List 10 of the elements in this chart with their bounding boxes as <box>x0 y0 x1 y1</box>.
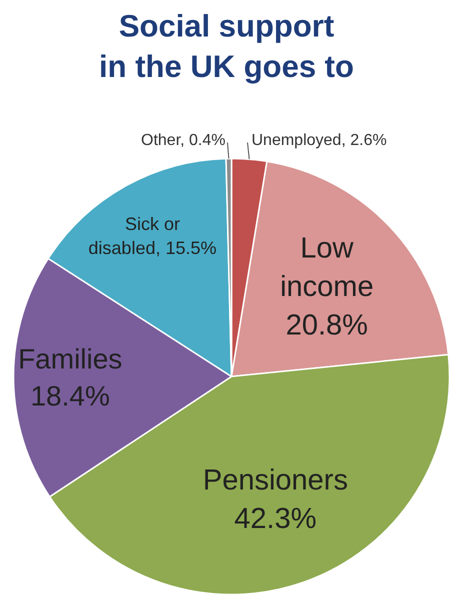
chart-title: Social support in the UK goes to <box>99 8 354 84</box>
slice-label: Families <box>18 343 122 374</box>
slice-label: Other, 0.4% <box>141 132 226 149</box>
data-label: 20.8% <box>286 309 368 342</box>
slice-label: Low income <box>280 232 374 303</box>
slice-label: Pensioners <box>202 464 348 497</box>
data-label: 18.4% <box>30 380 110 412</box>
data-label: 42.3% <box>234 502 317 535</box>
slice-label: Sick or disabled, 15.5% <box>88 214 216 258</box>
slice-label: Unemployed, 2.6% <box>252 132 387 149</box>
